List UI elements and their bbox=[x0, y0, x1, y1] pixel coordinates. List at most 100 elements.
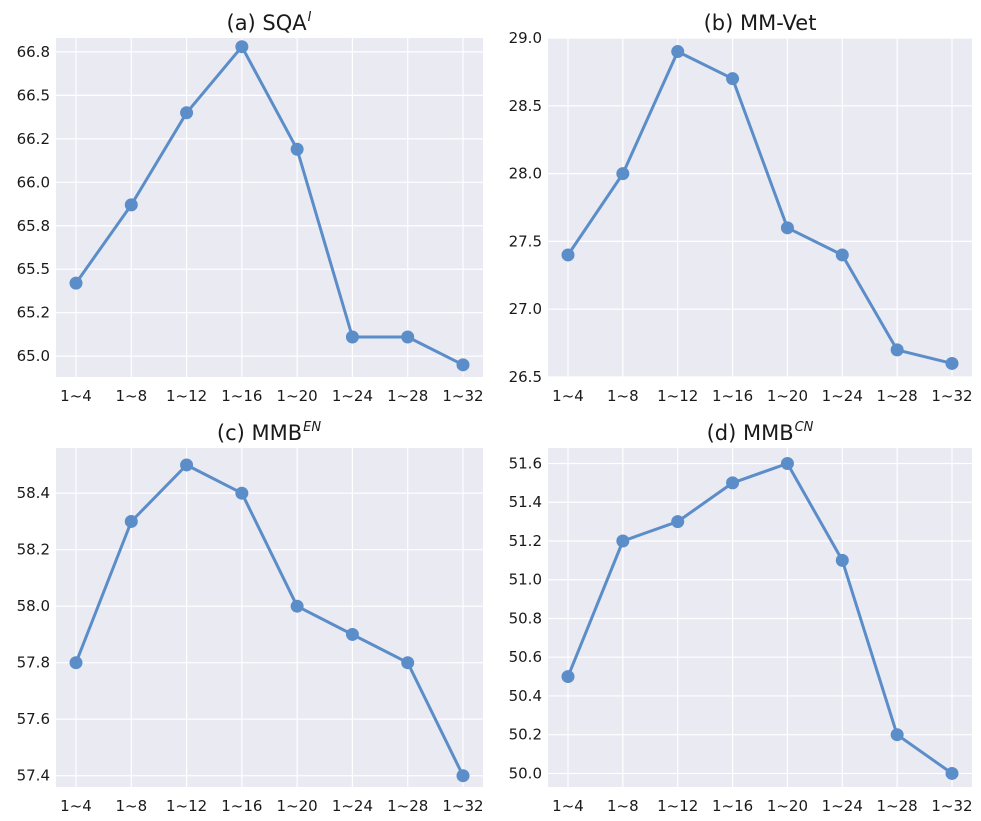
y-tick-label: 57.8 bbox=[17, 654, 50, 672]
series-line bbox=[74, 45, 464, 367]
data-point bbox=[561, 670, 575, 684]
y-tick-label: 50.4 bbox=[509, 687, 542, 705]
panel-sqa: 65.0 65.2 65.5 65.8 66.0 66.2 66.5 66.8 1~4 1~8 1~… bbox=[17, 10, 484, 405]
x-tick-label: 1~12 bbox=[657, 797, 698, 815]
x-tick-label: 1~12 bbox=[166, 797, 207, 815]
y-tick-label: 66.2 bbox=[17, 130, 50, 148]
data-point bbox=[616, 167, 630, 181]
x-tick-label: 1~20 bbox=[277, 797, 318, 815]
y-tick-label: 58.0 bbox=[17, 597, 50, 615]
y-tick-label: 51.0 bbox=[509, 571, 542, 589]
x-tick-label: 1~24 bbox=[332, 797, 373, 815]
y-tick-label: 28.0 bbox=[509, 165, 542, 183]
data-point bbox=[890, 728, 904, 742]
chart-title-main: (b) MM-Vet bbox=[704, 11, 817, 35]
data-point bbox=[780, 456, 794, 470]
x-tick-label: 1~12 bbox=[166, 387, 207, 405]
data-point bbox=[561, 248, 575, 262]
data-point bbox=[671, 45, 685, 59]
data-point bbox=[124, 514, 138, 528]
x-tick-label: 1~20 bbox=[767, 797, 808, 815]
x-tick-label: 1~8 bbox=[607, 797, 639, 815]
x-tick-label: 1~4 bbox=[552, 387, 584, 405]
chart-title: (d) MMBCN bbox=[707, 420, 814, 445]
panel-mmb-en: 57.4 57.6 57.8 58.0 58.2 58.4 1~4 1~8 1~12 1~16 1~… bbox=[17, 420, 484, 815]
data-point bbox=[180, 106, 194, 120]
x-tick-label: 1~28 bbox=[877, 387, 918, 405]
chart-title: (c) MMBEN bbox=[217, 420, 321, 445]
y-tick-label: 50.6 bbox=[509, 648, 542, 666]
x-tick-label: 1~28 bbox=[387, 387, 428, 405]
data-point bbox=[69, 276, 83, 290]
x-tick-label: 1~28 bbox=[387, 797, 428, 815]
y-tick-label: 66.8 bbox=[17, 43, 50, 61]
y-tick-label: 65.0 bbox=[17, 347, 50, 365]
y-tick-label: 50.8 bbox=[509, 609, 542, 627]
chart-title-main: (c) MMB bbox=[217, 421, 302, 445]
chart-title-superscript: I bbox=[308, 10, 312, 25]
chart-title-superscript: EN bbox=[303, 420, 321, 435]
data-point bbox=[180, 458, 194, 472]
data-point bbox=[780, 221, 794, 235]
x-tick-label: 1~16 bbox=[712, 387, 753, 405]
x-tick-label: 1~32 bbox=[442, 387, 483, 405]
x-tick-label: 1~4 bbox=[60, 797, 92, 815]
y-tick-label: 58.2 bbox=[17, 541, 50, 559]
y-tick-label: 65.5 bbox=[17, 260, 50, 278]
data-point bbox=[456, 358, 470, 372]
y-tick-label: 29.0 bbox=[509, 29, 542, 47]
x-tick-label: 1~32 bbox=[442, 797, 483, 815]
x-tick-label: 1~20 bbox=[767, 387, 808, 405]
data-point bbox=[401, 330, 415, 344]
data-point bbox=[401, 656, 415, 670]
data-point bbox=[726, 476, 740, 490]
chart-title-superscript: CN bbox=[795, 420, 814, 435]
plot-area bbox=[56, 448, 483, 787]
data-point bbox=[835, 248, 849, 262]
plot-area bbox=[548, 448, 972, 787]
x-tick-label: 1~16 bbox=[221, 387, 262, 405]
y-tick-label: 51.4 bbox=[509, 493, 542, 511]
x-tick-label: 1~28 bbox=[877, 797, 918, 815]
y-tick-label: 66.5 bbox=[17, 86, 50, 104]
x-tick-label: 1~24 bbox=[822, 387, 863, 405]
x-tick-label: 1~4 bbox=[552, 797, 584, 815]
x-tick-label: 1~16 bbox=[712, 797, 753, 815]
chart-title-main: (a) SQA bbox=[227, 11, 308, 35]
data-point bbox=[945, 356, 959, 370]
x-tick-label: 1~20 bbox=[277, 387, 318, 405]
y-tick-label: 27.5 bbox=[509, 232, 542, 250]
x-tick-label: 1~12 bbox=[657, 387, 698, 405]
data-point bbox=[945, 766, 959, 780]
panel-mmb-cn: 50.0 50.2 50.4 50.6 50.8 51.0 51.2 51.4 51.6 1~4 1… bbox=[509, 420, 973, 815]
data-point bbox=[671, 515, 685, 529]
y-tick-label: 57.4 bbox=[17, 767, 50, 785]
chart-title: (b) MM-Vet bbox=[704, 11, 817, 35]
y-tick-label: 50.0 bbox=[509, 764, 542, 782]
x-tick-label: 1~32 bbox=[931, 797, 972, 815]
panel-mm-vet: 26.5 27.0 27.5 28.0 28.5 29.0 1~4 1~8 1~12 1~16 1~… bbox=[509, 11, 973, 405]
y-tick-label: 50.2 bbox=[509, 726, 542, 744]
data-point bbox=[290, 142, 304, 156]
y-tick-label: 66.0 bbox=[17, 173, 50, 191]
y-tick-label: 65.2 bbox=[17, 304, 50, 322]
chart-title: (a) SQAI bbox=[227, 10, 312, 35]
chart-title-main: (d) MMB bbox=[707, 421, 794, 445]
data-point bbox=[345, 627, 359, 641]
x-tick-label: 1~24 bbox=[332, 387, 373, 405]
series-line bbox=[566, 50, 953, 365]
y-tick-label: 28.5 bbox=[509, 97, 542, 115]
series-line bbox=[74, 463, 465, 777]
y-tick-label: 27.0 bbox=[509, 300, 542, 318]
y-tick-label: 51.6 bbox=[509, 454, 542, 472]
x-tick-label: 1~8 bbox=[115, 797, 147, 815]
y-tick-label: 65.8 bbox=[17, 217, 50, 235]
y-tick-label: 26.5 bbox=[509, 368, 542, 386]
plot-area bbox=[548, 38, 972, 377]
data-point bbox=[290, 599, 304, 613]
x-tick-label: 1~8 bbox=[607, 387, 639, 405]
y-tick-label: 58.4 bbox=[17, 484, 50, 502]
data-point bbox=[235, 486, 249, 500]
x-tick-label: 1~24 bbox=[822, 797, 863, 815]
